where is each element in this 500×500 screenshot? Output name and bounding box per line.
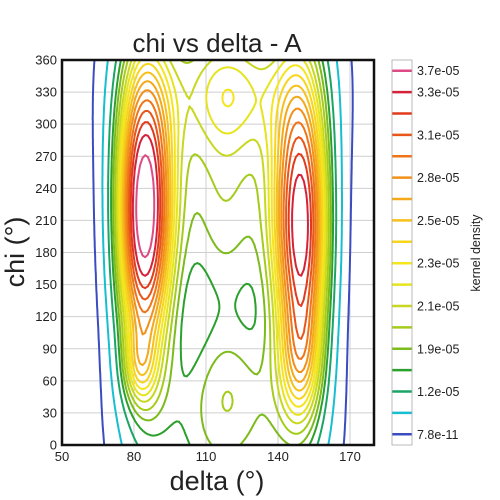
x-tick-label: 170	[339, 449, 361, 464]
contour-level-11	[123, 80, 320, 383]
x-tick-label: 110	[196, 449, 217, 464]
y-tick-label: 240	[35, 181, 57, 196]
colorbar-tick-label: 2.5e-05	[417, 214, 459, 228]
y-tick-label: 270	[35, 149, 57, 164]
y-tick-label: 90	[43, 341, 57, 356]
contour-level-12	[124, 89, 319, 373]
y-tick-label: 360	[35, 53, 57, 68]
contour-level-5	[114, 60, 330, 435]
colorbar-tick-label: 1.9e-05	[417, 342, 459, 356]
y-tick-label: 0	[50, 438, 57, 453]
y-tick-label: 120	[35, 309, 57, 324]
colorbar-tick-label: 2.8e-05	[417, 171, 459, 185]
colorbar-tick-label: 2.3e-05	[417, 257, 459, 271]
y-tick-label: 180	[35, 245, 57, 260]
x-axis-label: delta (°)	[170, 466, 265, 496]
colorbar-frame	[391, 59, 413, 446]
contour-lines	[91, 60, 354, 445]
x-axis-ticks: 50 80 110 140 170	[55, 449, 361, 464]
y-tick-label: 60	[43, 373, 57, 388]
y-tick-label: 150	[35, 277, 57, 292]
contour-level-14	[128, 110, 315, 340]
contour-level-17	[135, 154, 156, 259]
x-tick-label: 80	[127, 449, 141, 464]
contour-level-16	[131, 134, 309, 277]
contour-level-15	[129, 121, 312, 307]
contour-level-4	[112, 60, 332, 445]
y-axis-label: chi (°)	[0, 217, 30, 288]
contour-level-3	[110, 60, 335, 445]
x-tick-label: 50	[55, 449, 69, 464]
colorbar-label: kernel density	[469, 214, 483, 292]
y-tick-label: 330	[35, 85, 57, 100]
colorbar-tick-label: 3.3e-05	[417, 86, 459, 100]
plot-frame	[60, 58, 376, 447]
contour-level-6	[115, 60, 328, 425]
colorbar-tick-label: 3.1e-05	[417, 128, 459, 142]
y-tick-label: 210	[35, 213, 57, 228]
colorbar: 7.8e-11 1.2e-05 1.9e-05 2.1e-05 2.3e-05 2.5e-…	[391, 59, 459, 446]
contour-level-1	[101, 60, 343, 445]
y-axis-ticks: 0 30 60 90 120 150 180 210 240 270 300 330 360	[35, 53, 57, 453]
contour-level-0	[91, 60, 354, 445]
colorbar-tick-label: 3.7e-05	[417, 64, 459, 78]
colorbar-tick-label: 7.8e-11	[417, 428, 459, 442]
contour-level-2	[107, 60, 338, 445]
x-tick-label: 140	[267, 449, 289, 464]
contour-level-13	[126, 99, 317, 360]
contour-level-9	[120, 62, 324, 400]
contour-level-8	[118, 60, 325, 408]
colorbar-tick-label: 1.2e-05	[417, 385, 459, 399]
y-tick-label: 300	[35, 117, 57, 132]
chart-title: chi vs delta - A	[132, 28, 302, 58]
contour-level-7	[117, 60, 327, 416]
y-tick-label: 30	[43, 405, 57, 420]
colorbar-tick-label: 2.1e-05	[417, 299, 459, 313]
contour-level-10	[121, 71, 322, 392]
